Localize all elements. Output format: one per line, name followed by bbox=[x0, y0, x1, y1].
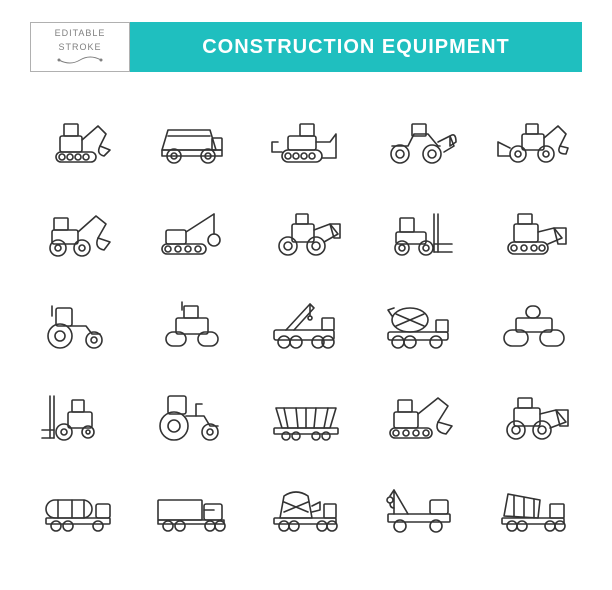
tow-truck-icon bbox=[375, 477, 465, 537]
semi-truck-icon bbox=[147, 477, 237, 537]
farm-tractor-icon bbox=[147, 385, 237, 445]
page-title: CONSTRUCTION EQUIPMENT bbox=[202, 36, 510, 59]
crane-truck-icon bbox=[261, 293, 351, 353]
mini-excavator-icon bbox=[33, 109, 123, 169]
badge-line2: STROKE bbox=[58, 42, 101, 52]
road-roller-large-icon bbox=[489, 293, 579, 353]
cement-mixer-truck-icon bbox=[375, 293, 465, 353]
badge-swash-icon bbox=[55, 56, 105, 66]
tracked-excavator-icon bbox=[375, 385, 465, 445]
wheel-loader-icon bbox=[375, 109, 465, 169]
road-roller-small-icon bbox=[147, 293, 237, 353]
rail-hopper-car-icon bbox=[261, 385, 351, 445]
compact-loader-icon bbox=[489, 385, 579, 445]
forklift-icon bbox=[375, 201, 465, 261]
wrecking-ball-crane-icon bbox=[147, 201, 237, 261]
title-bar: CONSTRUCTION EQUIPMENT bbox=[130, 22, 582, 72]
editable-stroke-badge: EDITABLE STROKE bbox=[30, 22, 130, 72]
reach-forklift-icon bbox=[33, 385, 123, 445]
backhoe-loader-icon bbox=[489, 109, 579, 169]
front-loader-icon bbox=[261, 201, 351, 261]
skid-steer-icon bbox=[489, 201, 579, 261]
excavator-icon bbox=[33, 201, 123, 261]
badge-line1: EDITABLE bbox=[55, 28, 106, 38]
bulldozer-icon bbox=[261, 109, 351, 169]
tanker-truck-icon bbox=[33, 477, 123, 537]
icon-grid bbox=[30, 100, 582, 546]
concrete-mixer-icon bbox=[261, 477, 351, 537]
dump-truck-icon bbox=[147, 109, 237, 169]
tractor-icon bbox=[33, 293, 123, 353]
tipper-truck-icon bbox=[489, 477, 579, 537]
header-bar: EDITABLE STROKE CONSTRUCTION EQUIPMENT bbox=[0, 22, 612, 72]
